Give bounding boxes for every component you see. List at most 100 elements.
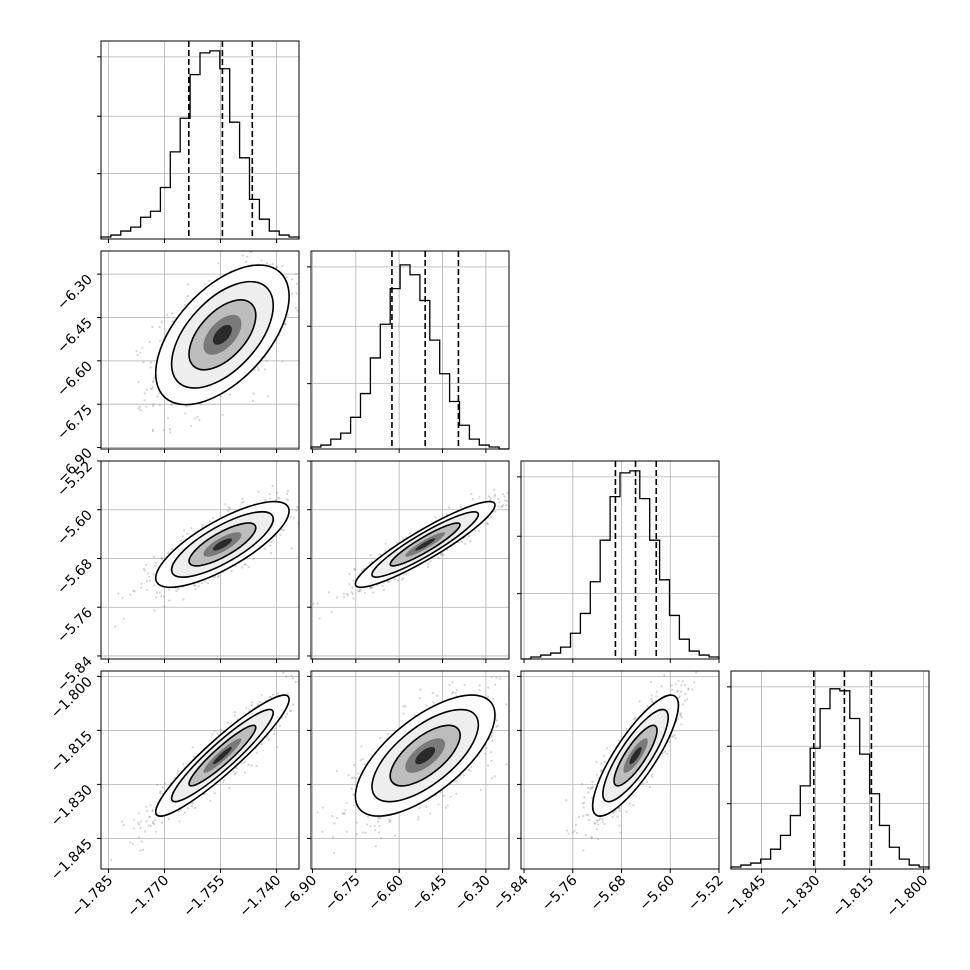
sample-point	[217, 262, 220, 265]
sample-point	[289, 248, 291, 250]
sample-point	[333, 822, 336, 825]
sample-point	[153, 609, 156, 612]
sample-point	[286, 240, 288, 242]
sample-point	[376, 820, 380, 823]
sample-point	[264, 368, 267, 371]
sample-point	[275, 266, 278, 269]
sample-point	[168, 428, 171, 431]
sample-point	[455, 689, 458, 692]
sample-point	[121, 596, 124, 599]
sample-point	[490, 515, 493, 518]
sample-point	[292, 517, 295, 520]
sample-point	[361, 758, 364, 761]
sample-point	[491, 698, 495, 701]
sample-point	[145, 820, 148, 823]
sample-point	[260, 259, 263, 262]
sample-point	[495, 725, 498, 728]
sample-point	[148, 575, 151, 578]
sample-point	[159, 339, 162, 343]
sample-point	[140, 840, 143, 843]
panel-frame	[100, 460, 300, 660]
panel-frame	[310, 460, 510, 660]
sample-point	[153, 823, 156, 826]
histogram-step	[100, 50, 300, 239]
sample-point	[366, 823, 369, 826]
sample-point	[167, 588, 170, 591]
sample-point	[250, 701, 254, 704]
sample-point	[358, 590, 361, 593]
sample-point	[183, 529, 186, 532]
sample-point	[478, 684, 481, 687]
sample-point	[335, 769, 338, 773]
sample-point	[468, 769, 471, 772]
sample-point	[341, 812, 344, 815]
sample-point	[158, 325, 161, 329]
sample-point	[204, 456, 206, 458]
sample-point	[283, 322, 287, 325]
sample-point	[282, 529, 285, 532]
sample-point	[503, 495, 506, 498]
sample-point	[467, 768, 470, 771]
sample-point	[175, 589, 178, 593]
sample-point	[345, 592, 349, 596]
sample-point	[160, 821, 164, 824]
sample-point	[171, 312, 174, 315]
sample-point	[301, 294, 303, 296]
sample-point	[402, 712, 405, 715]
sample-point	[271, 484, 274, 487]
sample-point	[369, 554, 372, 557]
sample-point	[355, 821, 359, 824]
sample-point	[353, 776, 356, 780]
sample-point	[497, 505, 500, 508]
sample-point	[328, 484, 330, 486]
sample-point	[331, 815, 334, 818]
sample-point	[473, 529, 476, 532]
sample-point	[151, 385, 154, 389]
sample-point	[110, 858, 113, 862]
sample-point	[321, 830, 324, 833]
sample-point	[551, 454, 553, 456]
sample-point	[152, 403, 155, 406]
sample-point	[455, 792, 458, 795]
sample-point	[193, 417, 197, 420]
sample-point	[289, 515, 292, 518]
sample-point	[152, 377, 155, 380]
sample-point	[197, 585, 200, 588]
sample-point	[201, 524, 204, 527]
sample-point	[271, 262, 274, 266]
sample-point	[616, 815, 619, 818]
sample-point	[277, 692, 280, 695]
sample-point	[452, 690, 455, 694]
sample-point	[182, 763, 185, 766]
sample-point	[268, 695, 271, 698]
sample-point	[253, 244, 255, 246]
sample-point	[211, 733, 214, 736]
sample-point	[490, 759, 493, 762]
sample-point	[495, 719, 498, 722]
sample-point	[382, 588, 385, 591]
sample-point	[494, 683, 497, 686]
sample-point	[442, 794, 445, 797]
sample-point	[505, 763, 508, 766]
sample-point	[463, 683, 466, 687]
sample-point	[250, 764, 253, 767]
sample-point	[393, 578, 396, 581]
sample-point	[336, 596, 339, 599]
sample-point	[194, 807, 197, 810]
sample-point	[169, 431, 172, 434]
sample-point	[274, 727, 277, 730]
sample-point	[216, 575, 220, 579]
sample-point	[611, 815, 614, 819]
density-level	[212, 538, 232, 551]
sample-point	[251, 246, 253, 248]
sample-point	[369, 587, 372, 590]
sample-point	[140, 820, 143, 823]
sample-point	[273, 733, 276, 736]
contour-line	[154, 500, 290, 589]
sample-point	[434, 516, 437, 519]
sample-point	[182, 598, 185, 601]
scatter-panel-3-1	[97, 460, 330, 663]
sample-point	[679, 713, 683, 716]
hist-panel-4	[727, 670, 930, 873]
sample-point	[159, 791, 162, 795]
